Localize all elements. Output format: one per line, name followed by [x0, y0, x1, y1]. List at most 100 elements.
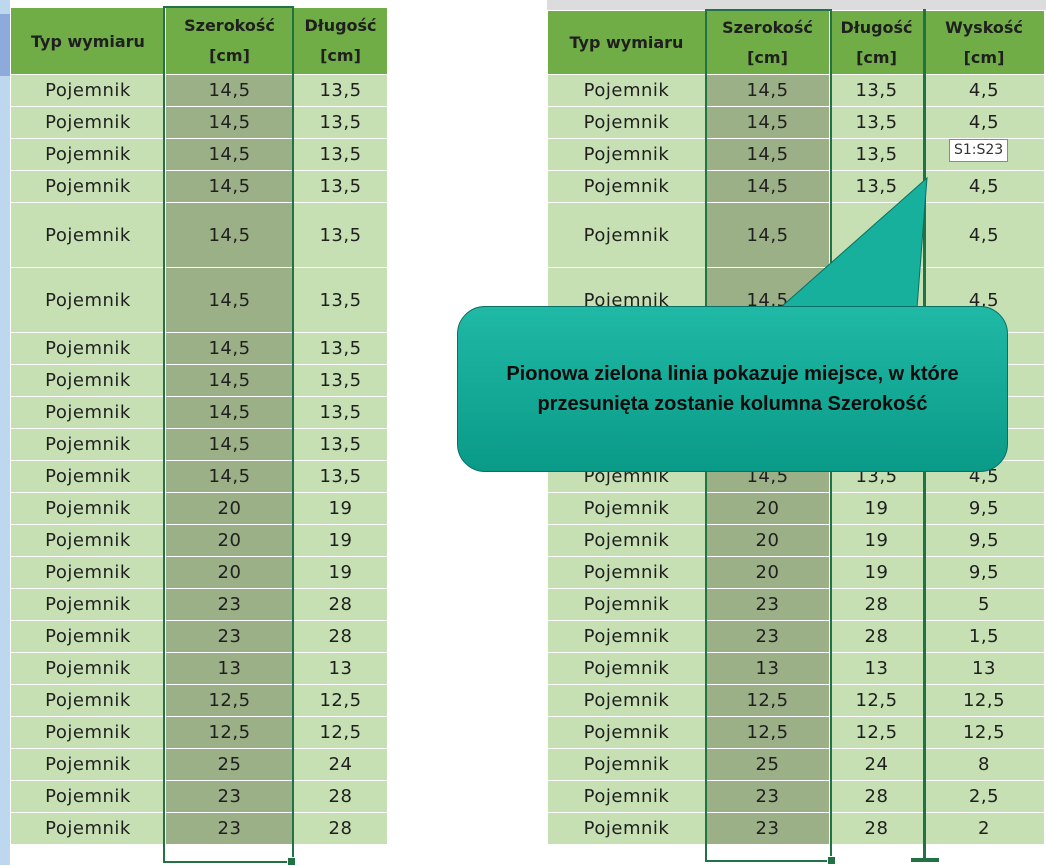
cell-length[interactable]: 13,5: [293, 74, 388, 107]
cell-length[interactable]: 13,5: [293, 428, 388, 461]
cell-length[interactable]: 12,5: [829, 684, 924, 717]
cell-width[interactable]: 13: [705, 652, 830, 685]
cell-type[interactable]: Pojemnik: [547, 138, 706, 171]
cell-type[interactable]: Pojemnik: [547, 556, 706, 589]
cell-length[interactable]: 24: [829, 748, 924, 781]
cell-type[interactable]: Pojemnik: [10, 170, 166, 203]
cell-width[interactable]: 23: [165, 812, 294, 845]
cell-type[interactable]: Pojemnik: [547, 620, 706, 653]
cell-length[interactable]: 13,5: [829, 170, 924, 203]
cell-length[interactable]: 28: [829, 620, 924, 653]
header-length[interactable]: Długość [cm]: [293, 7, 388, 75]
cell-height[interactable]: 4,5: [923, 74, 1045, 107]
cell-width[interactable]: 12,5: [165, 684, 294, 717]
cell-length[interactable]: 28: [293, 812, 388, 845]
cell-length[interactable]: 28: [293, 588, 388, 621]
cell-length[interactable]: 13,5: [293, 332, 388, 365]
cell-width[interactable]: 14,5: [705, 106, 830, 139]
cell-length[interactable]: [829, 202, 924, 268]
cell-height[interactable]: 9,5: [923, 524, 1045, 557]
cell-length[interactable]: 19: [829, 524, 924, 557]
cell-type[interactable]: Pojemnik: [10, 780, 166, 813]
cell-width[interactable]: 14,5: [165, 74, 294, 107]
cell-type[interactable]: Pojemnik: [547, 780, 706, 813]
cell-length[interactable]: 13: [829, 652, 924, 685]
cell-type[interactable]: Pojemnik: [10, 428, 166, 461]
cell-length[interactable]: 19: [829, 492, 924, 525]
cell-width[interactable]: 20: [165, 556, 294, 589]
cell-height[interactable]: 1,5: [923, 620, 1045, 653]
cell-width[interactable]: 12,5: [165, 716, 294, 749]
cell-type[interactable]: Pojemnik: [10, 460, 166, 493]
cell-width[interactable]: 20: [705, 492, 830, 525]
cell-type[interactable]: Pojemnik: [10, 332, 166, 365]
cell-length[interactable]: 13,5: [293, 202, 388, 268]
cell-width[interactable]: 14,5: [705, 138, 830, 171]
cell-type[interactable]: Pojemnik: [10, 492, 166, 525]
right-fill-handle[interactable]: [827, 856, 836, 865]
cell-width[interactable]: 12,5: [705, 716, 830, 749]
cell-width[interactable]: 23: [165, 780, 294, 813]
cell-type[interactable]: Pojemnik: [547, 524, 706, 557]
cell-type[interactable]: Pojemnik: [10, 588, 166, 621]
cell-type[interactable]: Pojemnik: [547, 588, 706, 621]
header-type[interactable]: Typ wymiaru: [547, 10, 706, 75]
cell-length[interactable]: 19: [293, 556, 388, 589]
cell-length[interactable]: 28: [829, 780, 924, 813]
cell-height[interactable]: 12,5: [923, 716, 1045, 749]
cell-type[interactable]: Pojemnik: [547, 748, 706, 781]
cell-height[interactable]: 9,5: [923, 556, 1045, 589]
cell-width[interactable]: 14,5: [705, 170, 830, 203]
cell-width[interactable]: 13: [165, 652, 294, 685]
cell-type[interactable]: Pojemnik: [10, 812, 166, 845]
cell-length[interactable]: 13,5: [293, 460, 388, 493]
cell-height[interactable]: 4,5: [923, 202, 1045, 268]
cell-type[interactable]: Pojemnik: [547, 652, 706, 685]
cell-width[interactable]: 23: [705, 620, 830, 653]
cell-length[interactable]: 13,5: [293, 364, 388, 397]
cell-length[interactable]: 19: [293, 492, 388, 525]
cell-type[interactable]: Pojemnik: [547, 106, 706, 139]
cell-width[interactable]: 14,5: [165, 267, 294, 333]
cell-height[interactable]: 8: [923, 748, 1045, 781]
header-width[interactable]: Szerokość [cm]: [705, 10, 830, 75]
cell-length[interactable]: 13,5: [293, 106, 388, 139]
cell-length[interactable]: 24: [293, 748, 388, 781]
cell-height[interactable]: 4,5: [923, 170, 1045, 203]
cell-width[interactable]: 14,5: [165, 428, 294, 461]
cell-length[interactable]: 13,5: [829, 106, 924, 139]
cell-type[interactable]: Pojemnik: [10, 364, 166, 397]
cell-height[interactable]: 5: [923, 588, 1045, 621]
cell-type[interactable]: Pojemnik: [10, 556, 166, 589]
cell-width[interactable]: 23: [705, 588, 830, 621]
cell-length[interactable]: 28: [829, 588, 924, 621]
cell-length[interactable]: 13,5: [829, 138, 924, 171]
cell-width[interactable]: 23: [165, 588, 294, 621]
cell-width[interactable]: 25: [705, 748, 830, 781]
cell-width[interactable]: 14,5: [165, 138, 294, 171]
cell-type[interactable]: Pojemnik: [10, 524, 166, 557]
cell-type[interactable]: Pojemnik: [547, 202, 706, 268]
cell-length[interactable]: 12,5: [829, 716, 924, 749]
cell-type[interactable]: Pojemnik: [547, 716, 706, 749]
cell-length[interactable]: 13,5: [829, 74, 924, 107]
cell-type[interactable]: Pojemnik: [10, 267, 166, 333]
cell-height[interactable]: 9,5: [923, 492, 1045, 525]
cell-type[interactable]: Pojemnik: [547, 812, 706, 845]
cell-type[interactable]: Pojemnik: [547, 74, 706, 107]
cell-length[interactable]: 12,5: [293, 716, 388, 749]
cell-width[interactable]: 14,5: [165, 364, 294, 397]
cell-type[interactable]: Pojemnik: [10, 74, 166, 107]
header-length[interactable]: Długość [cm]: [829, 10, 924, 75]
header-width[interactable]: Szerokość [cm]: [165, 7, 294, 75]
cell-type[interactable]: Pojemnik: [10, 620, 166, 653]
cell-height[interactable]: 4,5: [923, 106, 1045, 139]
cell-width[interactable]: 14,5: [705, 74, 830, 107]
cell-width[interactable]: 20: [165, 524, 294, 557]
cell-width[interactable]: 20: [705, 524, 830, 557]
cell-width[interactable]: 12,5: [705, 684, 830, 717]
cell-width[interactable]: 14,5: [165, 460, 294, 493]
cell-length[interactable]: 13,5: [293, 267, 388, 333]
cell-type[interactable]: Pojemnik: [10, 748, 166, 781]
cell-width[interactable]: 14,5: [165, 170, 294, 203]
